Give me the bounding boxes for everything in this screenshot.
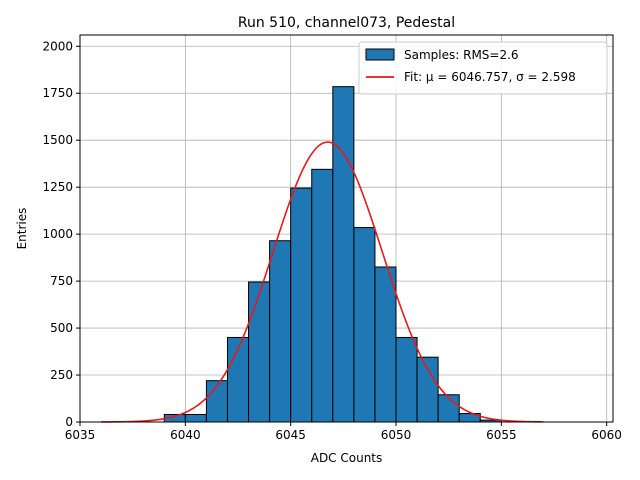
x-tick-label: 6035 <box>65 428 96 442</box>
chart-title: Run 510, channel073, Pedestal <box>238 15 455 31</box>
y-tick-label: 2000 <box>42 39 73 53</box>
x-tick-label: 6050 <box>381 428 412 442</box>
x-tick-label: 6060 <box>591 428 622 442</box>
y-tick-label: 0 <box>65 415 73 429</box>
y-tick-label: 250 <box>50 368 73 382</box>
histogram-bars <box>163 86 502 423</box>
legend-swatch-samples <box>365 48 395 61</box>
x-tick-label: 6045 <box>275 428 306 442</box>
y-tick-label: 1000 <box>42 227 73 241</box>
y-tick-label: 1250 <box>42 180 73 194</box>
histogram-bar <box>416 356 439 423</box>
histogram-bar <box>184 413 207 423</box>
histogram-bar <box>374 266 397 423</box>
histogram-bar <box>311 168 334 423</box>
plot-frame <box>79 34 614 423</box>
y-axis-ticks: 0 250 500 750 1000 1250 1500 1750 2000 <box>42 39 80 429</box>
y-tick-label: 1750 <box>42 86 73 100</box>
legend: Samples: RMS=2.6 Fit: μ = 6046.757, σ = … <box>358 41 608 95</box>
y-tick-label: 1500 <box>42 133 73 147</box>
histogram-bar <box>395 336 418 423</box>
histogram-bar <box>332 86 355 423</box>
histogram-bar <box>437 394 460 423</box>
fit-curve-group <box>101 141 544 423</box>
fit-curve <box>101 141 544 423</box>
legend-frame <box>358 41 608 95</box>
legend-label-fit: Fit: μ = 6046.757, σ = 2.598 <box>404 70 576 84</box>
y-tick-label: 750 <box>50 274 73 288</box>
legend-label-samples: Samples: RMS=2.6 <box>404 48 519 62</box>
x-axis-ticks: 6035 6040 6045 6050 6055 6060 <box>65 422 622 442</box>
y-tick-label: 500 <box>50 321 73 335</box>
x-tick-label: 6040 <box>170 428 201 442</box>
y-axis-label: Entries <box>15 208 29 250</box>
x-tick-label: 6055 <box>486 428 517 442</box>
histogram-bar <box>353 227 376 423</box>
histogram-bar <box>248 281 271 423</box>
x-axis-label: ADC Counts <box>311 451 383 465</box>
histogram-bar <box>269 240 292 423</box>
histogram-bar <box>290 187 313 423</box>
